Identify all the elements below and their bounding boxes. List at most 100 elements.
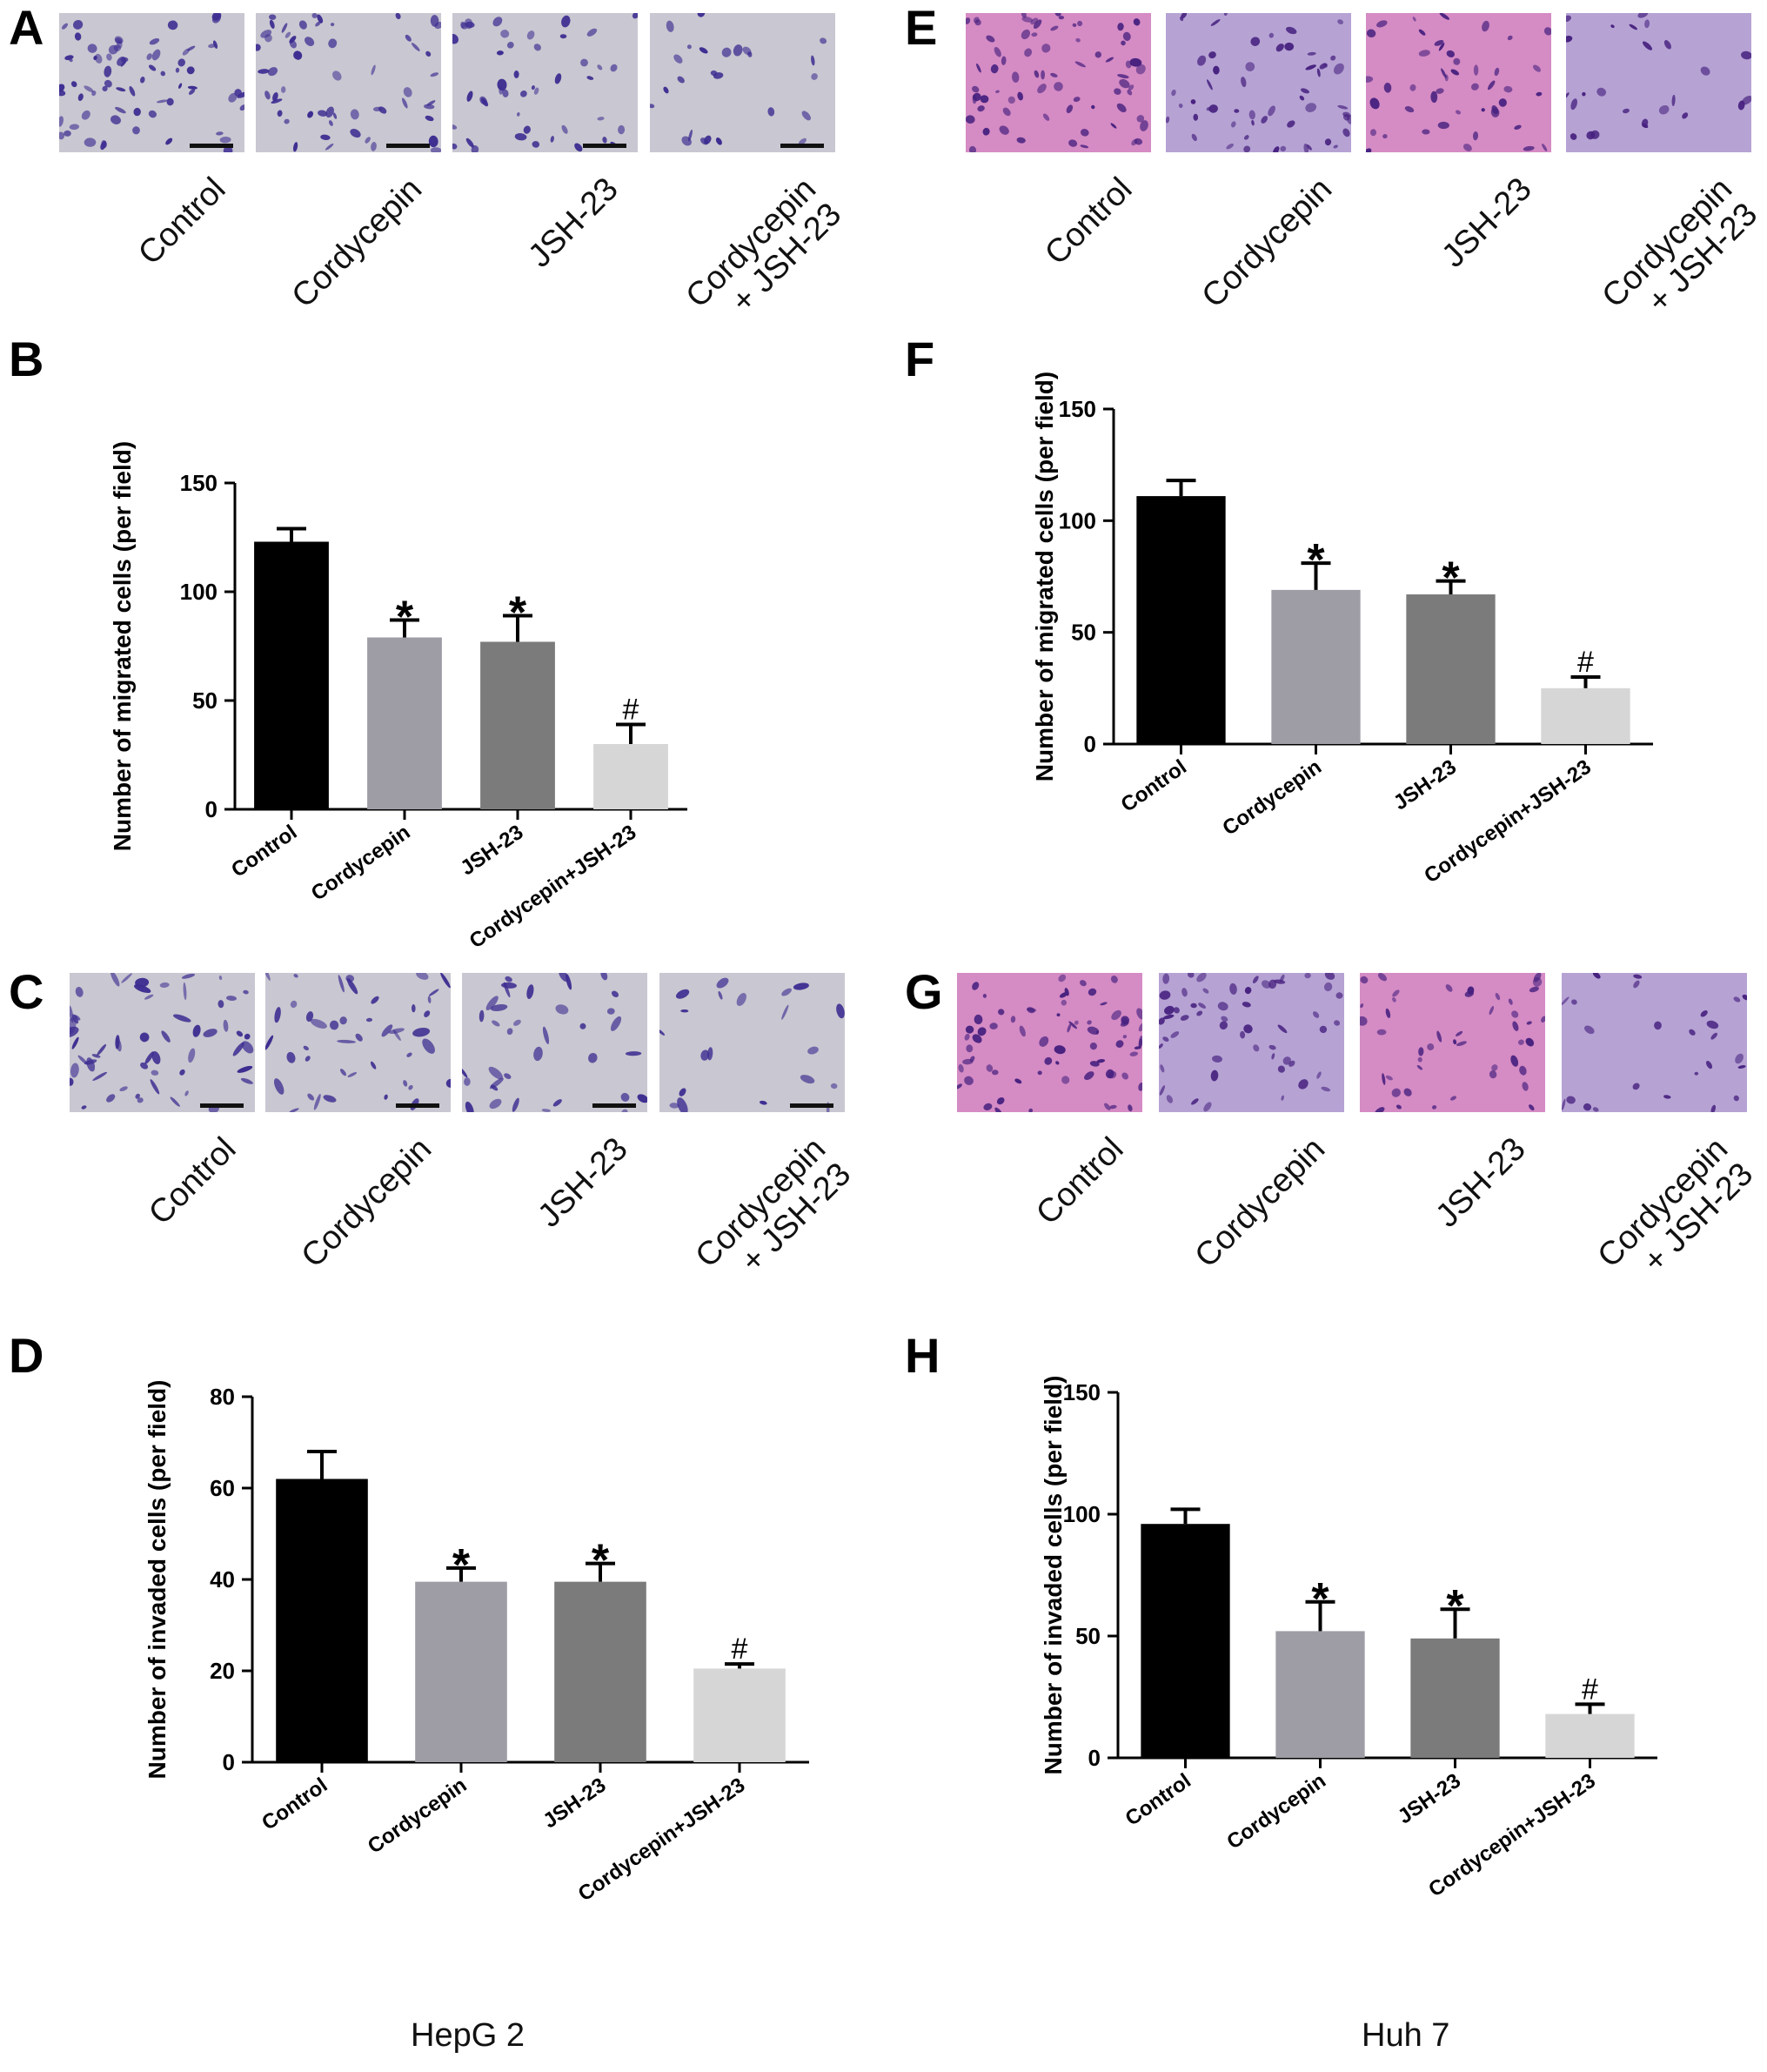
micrograph-label-text: JSH-23 [1435, 171, 1539, 275]
micrograph-label-text: Cordycepin [1195, 171, 1339, 315]
panel-letter-h: H [905, 1328, 940, 1383]
y-tick-label: 50 [1071, 620, 1096, 646]
y-axis-title: Number of migrated cells (per field) [109, 441, 136, 851]
significance-marker: * [592, 1536, 610, 1586]
x-tick-label: Control [1117, 755, 1191, 817]
y-tick-label: 0 [1084, 731, 1096, 757]
micrograph-huh7-invasion-2 [1159, 973, 1344, 1112]
micrograph-label-text: JSH-23 [531, 1130, 635, 1235]
cell-line-label-huh7: Huh 7 [1362, 2017, 1450, 2054]
bar [693, 1668, 786, 1762]
x-tick-label: Cordycepin [1218, 755, 1326, 841]
x-tick-label: JSH-23 [1394, 1769, 1465, 1829]
bar-chart-invasion-huh7: 0 50 100 150 Number of invaded cells (per fi… [1027, 1331, 1688, 1984]
y-tick-label: 50 [1075, 1623, 1101, 1649]
micrograph-huh7-migration-2 [1166, 13, 1351, 152]
significance-marker: * [452, 1540, 471, 1591]
panel-letter-f: F [905, 332, 935, 386]
micrograph-label-text: Cordycepin [284, 171, 429, 315]
x-tick-label: Cordycepin [364, 1774, 472, 1859]
micrograph-huh7-invasion-3 [1360, 973, 1545, 1112]
y-tick-label: 0 [223, 1749, 235, 1775]
significance-marker: # [1577, 646, 1594, 679]
micrograph-label-text: Cordycepin [294, 1130, 438, 1275]
x-tick-label: JSH-23 [539, 1774, 610, 1834]
bar [254, 541, 329, 809]
y-tick-label: 50 [192, 687, 218, 714]
bar [1141, 1524, 1230, 1758]
y-tick-label: 150 [1063, 1379, 1101, 1405]
bar [1136, 496, 1226, 744]
bar [1545, 1713, 1635, 1758]
bar [1271, 589, 1361, 744]
significance-marker: * [1446, 1581, 1464, 1632]
micrograph-huh7-migration-1 [966, 13, 1151, 152]
bar [415, 1581, 507, 1762]
y-tick-label: 0 [1088, 1745, 1101, 1771]
panel-letter-e: E [905, 0, 938, 55]
micrograph-hepg2-migration-4 [650, 13, 835, 152]
y-axis-title: Number of migrated cells (per field) [1031, 372, 1058, 781]
significance-marker: # [1582, 1673, 1598, 1706]
micrograph-label-text: Control [1028, 1130, 1130, 1232]
panel-letter-g: G [905, 964, 943, 1019]
micrograph-huh7-invasion-1 [957, 973, 1142, 1112]
micrograph-label-text: JSH-23 [521, 171, 626, 275]
bar [593, 744, 668, 809]
x-tick-label: Cordycepin [307, 821, 415, 906]
significance-marker: * [509, 588, 527, 639]
micrograph-hepg2-invasion-1 [70, 973, 255, 1112]
micrograph-hepg2-migration-1 [59, 13, 244, 152]
y-tick-label: 0 [205, 796, 218, 822]
y-axis-title: Number of invaded cells (per field) [1040, 1376, 1067, 1775]
significance-marker: # [732, 1633, 748, 1666]
micrograph-hepg2-invasion-3 [462, 973, 647, 1112]
micrograph-label-text: Control [1037, 171, 1139, 272]
x-tick-label: Cordycepin [1222, 1769, 1330, 1854]
significance-marker: * [1307, 535, 1325, 586]
y-tick-label: 100 [1059, 507, 1096, 533]
bar-chart-invasion-hepg2: 0 20 40 60 80 Number of invaded cells (per fi… [139, 1323, 835, 1993]
micrograph-hepg2-invasion-4 [659, 973, 845, 1112]
y-tick-label: 100 [180, 579, 218, 605]
micrograph-label-text: JSH-23 [1429, 1130, 1533, 1235]
bar [480, 641, 555, 809]
bar [276, 1479, 368, 1762]
panel-letter-a: A [9, 0, 44, 55]
y-tick-label: 80 [210, 1384, 235, 1410]
bar [1410, 1638, 1500, 1758]
micrograph-hepg2-migration-3 [452, 13, 638, 152]
x-tick-label: Control [1121, 1769, 1195, 1831]
micrograph-huh7-invasion-4 [1562, 973, 1747, 1112]
micrograph-huh7-migration-3 [1366, 13, 1551, 152]
y-tick-label: 100 [1063, 1501, 1101, 1527]
significance-marker: # [623, 694, 639, 727]
panel-letter-b: B [9, 332, 44, 386]
micrograph-huh7-migration-4 [1566, 13, 1751, 152]
micrograph-hepg2-invasion-2 [265, 973, 451, 1112]
bar [1406, 594, 1496, 744]
x-tick-label: JSH-23 [456, 821, 527, 881]
cell-line-label-hepg2: HepG 2 [411, 2017, 525, 2054]
micrograph-hepg2-migration-2 [256, 13, 441, 152]
x-tick-label: Control [258, 1774, 331, 1835]
panel-letter-d: D [9, 1328, 44, 1383]
y-tick-label: 150 [1059, 396, 1096, 422]
panel-letter-c: C [9, 964, 44, 1019]
y-axis-title: Number of invaded cells (per field) [144, 1380, 171, 1780]
x-tick-label: Control [227, 821, 301, 882]
bar [554, 1581, 646, 1762]
significance-marker: * [396, 593, 414, 643]
bar-chart-migration-hepg2: 0 50 100 150 Number of migrated cells (per f… [104, 331, 731, 953]
x-tick-label: JSH-23 [1389, 755, 1461, 815]
y-tick-label: 20 [210, 1658, 235, 1684]
bar [367, 637, 442, 809]
significance-marker: * [1442, 553, 1460, 604]
y-tick-label: 60 [210, 1475, 235, 1501]
bar-chart-migration-huh7: 0 50 100 150 Number of migrated cells (per f… [1018, 339, 1679, 966]
bar [1541, 687, 1630, 744]
bar [1275, 1631, 1365, 1758]
micrograph-label-text: Cordycepin [1188, 1130, 1332, 1275]
y-tick-label: 40 [210, 1566, 235, 1593]
